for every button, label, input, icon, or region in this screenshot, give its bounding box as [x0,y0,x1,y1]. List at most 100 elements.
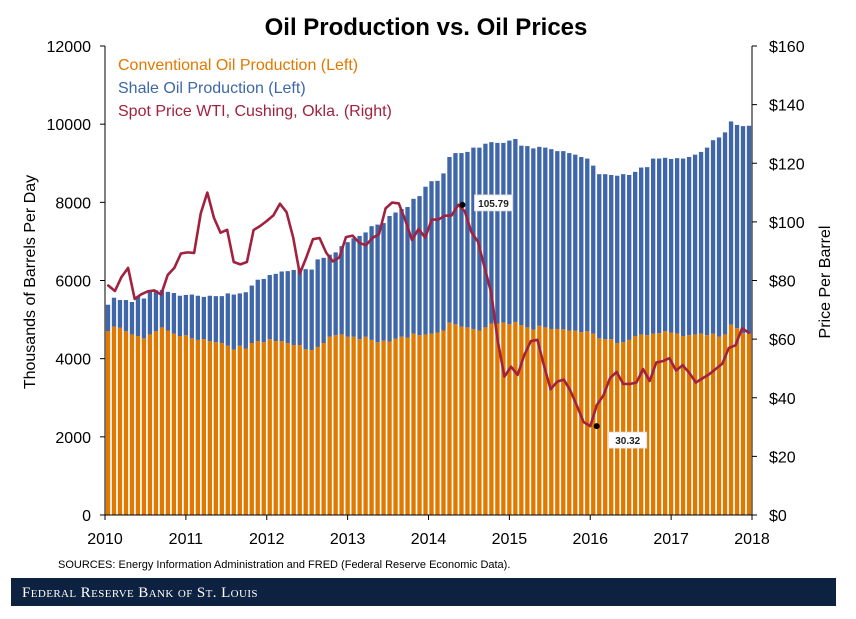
shale-bar [411,198,416,334]
shale-bar [686,157,692,336]
shale-bar [351,238,356,337]
y-right-tick-label: $100 [769,215,805,232]
shale-bar [201,296,206,340]
conventional-bar [321,343,326,515]
price-layer [107,191,751,428]
conventional-bar [531,329,536,515]
shale-bar [189,294,195,339]
shale-bar [333,252,338,336]
conventional-bar [153,331,159,515]
conventional-bar [651,333,656,515]
shale-bar [615,175,620,344]
shale-bar [740,126,746,334]
conventional-bar [135,336,141,515]
shale-bar [273,273,278,342]
shale-bar [261,278,266,343]
y-left-tick-label: 10000 [47,117,92,134]
conventional-bar [381,340,386,515]
conventional-bar [267,339,272,516]
shale-bar [585,158,590,332]
shale-bar [710,140,716,334]
conventional-bar [746,333,752,515]
y-right-tick-label: $20 [769,449,796,466]
conventional-bar [141,338,147,515]
shale-bar [399,208,404,337]
conventional-bar [573,330,578,515]
conventional-bar [495,323,500,515]
conventional-bar [213,342,218,515]
shale-bar [459,153,464,327]
shale-bar [249,285,254,344]
conventional-bar [297,344,302,515]
shale-bar [123,300,129,332]
conventional-bar [639,334,644,515]
annotation-box [608,431,648,449]
shale-bar [519,145,524,326]
x-tick-label: 2013 [330,531,366,548]
y-left-tick-label: 12000 [47,39,92,56]
shale-bar [267,275,272,340]
conventional-bar [656,333,662,515]
y-axis-right-label: Price Per Barrel [817,226,834,339]
shale-bar [549,149,554,329]
shale-bar [369,226,374,340]
y-left-tick-label: 4000 [55,352,91,369]
x-tick-label: 2015 [492,531,528,548]
shale-bar [429,181,434,334]
footer-bar: Federal Reserve Bank of St. Louis [11,578,836,606]
shale-bar [219,296,224,344]
conventional-bar [519,325,524,515]
conventional-bar [507,324,512,515]
conventional-bar [291,344,296,515]
footer-brand-text: Federal Reserve Bank of St. Louis [22,585,258,601]
annotations: 105.79 30.32 [459,194,648,449]
shale-bar [525,146,530,328]
conventional-bar [255,341,260,515]
conventional-bar [567,330,572,515]
conventional-bar [645,335,650,515]
y-right-tick-label: $140 [769,98,805,115]
shale-bar [303,269,308,350]
conventional-bar [513,321,518,515]
conventional-bar [615,343,620,515]
conventional-bar [411,333,416,515]
shale-bar [183,294,189,336]
conventional-bar [716,336,722,515]
shale-bar [698,151,704,334]
conventional-bar [117,327,123,515]
conventional-bar [261,342,266,515]
x-tick-label: 2017 [653,531,689,548]
shale-bar [513,139,518,322]
shale-bar [716,137,722,337]
conventional-bar [417,335,422,515]
shale-bar [225,293,230,346]
shale-bar [195,295,201,340]
shale-bar [656,158,662,334]
shale-bar [573,154,578,331]
shale-bar [357,235,362,340]
y-left-tick-label: 0 [82,508,91,525]
shale-bar [321,257,326,344]
shale-bar [423,186,428,335]
conventional-bar [441,330,446,515]
x-tick-label: 2012 [249,531,285,548]
shale-bar [728,121,734,325]
shale-bar [674,158,680,334]
chart: Oil Production vs. Oil Prices 2010 2011 20… [22,14,834,548]
shale-bar [746,125,752,334]
conventional-bar [686,335,692,515]
shale-bar [141,298,147,339]
annotation-label: 30.32 [615,436,640,447]
conventional-bar [165,330,171,515]
shale-bar [207,295,212,342]
shale-bar [489,142,494,324]
conventional-bar [579,332,584,515]
shale-bar [680,158,686,336]
y-right-tick-label: $40 [769,391,796,408]
shale-bar [567,153,572,331]
y-left-tick-label: 2000 [55,430,91,447]
x-tick-label: 2016 [572,531,608,548]
ticks-layer: 2010 2011 2012 2013 2014 2015 2016 2017 2018 0 200… [47,39,805,548]
conventional-bar [369,339,374,515]
shale-bar [177,295,183,336]
